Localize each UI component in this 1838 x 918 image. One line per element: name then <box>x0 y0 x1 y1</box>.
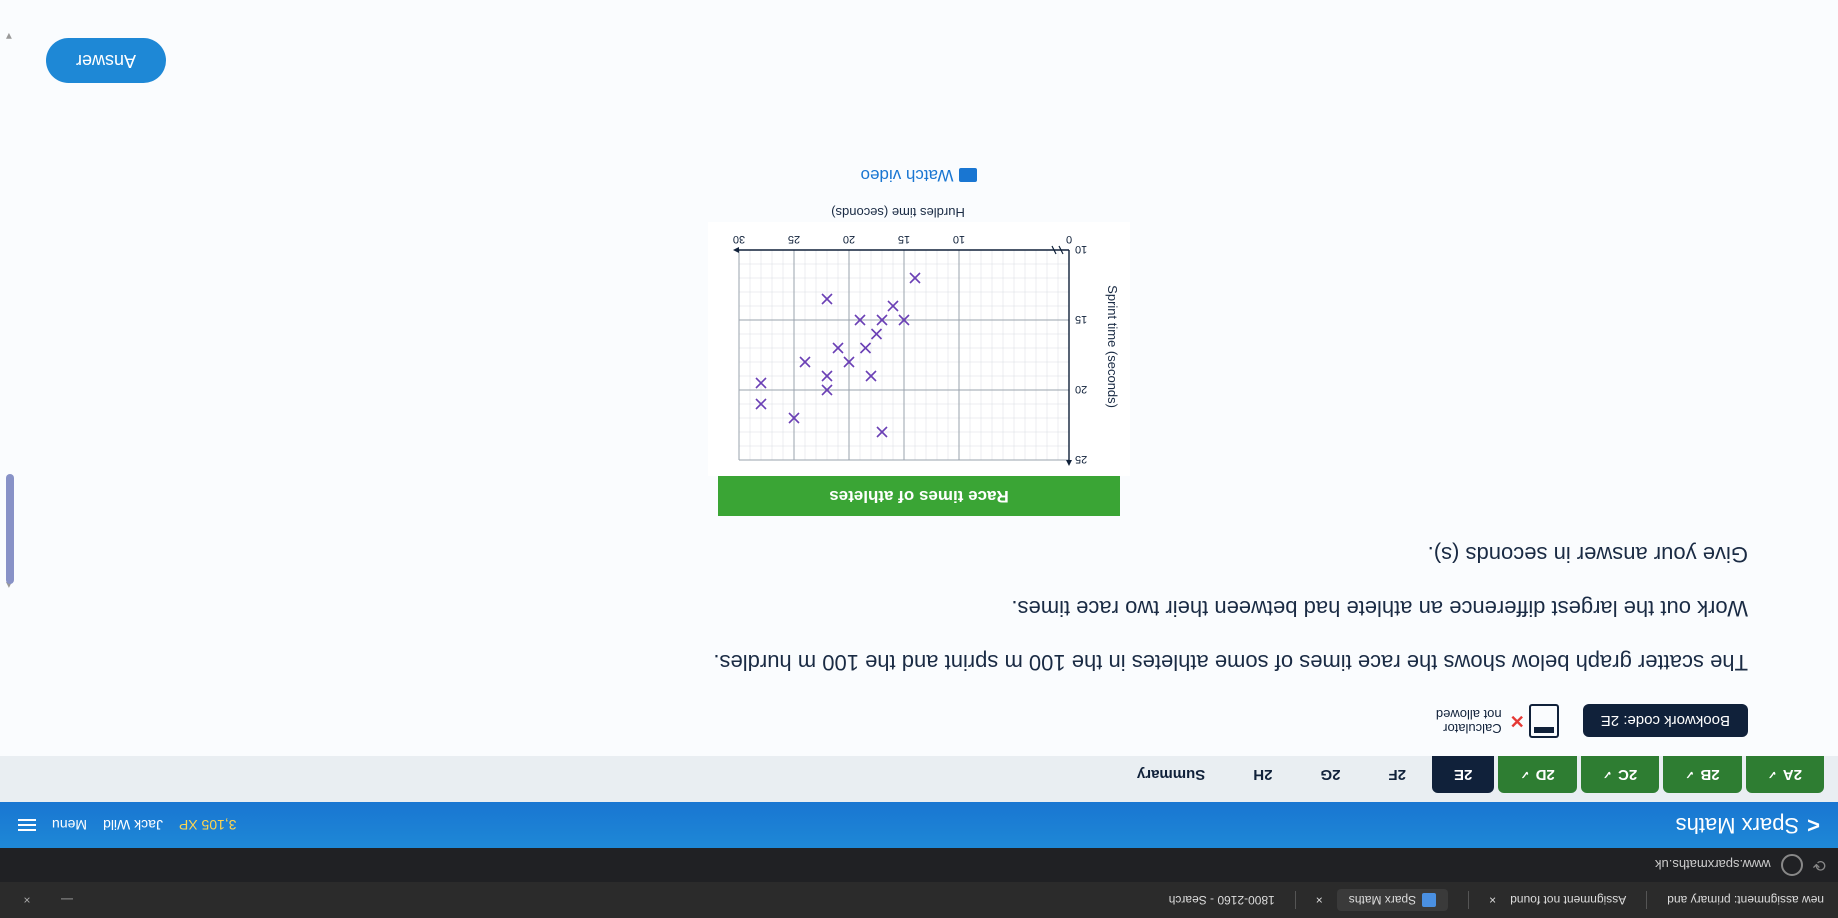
tab-summary[interactable]: Summary <box>1115 756 1227 793</box>
scroll-down-icon[interactable]: ▼ <box>4 30 14 41</box>
svg-text:20: 20 <box>843 233 855 245</box>
check-icon: ✓ <box>1685 768 1694 781</box>
close-tab[interactable]: × <box>1316 893 1323 907</box>
chart-title: Race times of athletes <box>718 476 1120 516</box>
svg-text:15: 15 <box>898 233 910 245</box>
svg-text:0: 0 <box>1066 233 1072 245</box>
svg-text:15: 15 <box>1075 313 1087 325</box>
watch-video-button[interactable]: Watch video <box>718 165 1120 185</box>
browser-tab-active[interactable]: Sparx Maths <box>1337 889 1448 911</box>
tab-2a[interactable]: 2A✓ <box>1746 756 1824 793</box>
xp-value: 3,105 XP <box>179 817 237 833</box>
reload-icon[interactable]: ⟳ <box>1813 855 1826 875</box>
svg-text:25: 25 <box>788 233 800 245</box>
search-label: 1800-2160 - Search <box>1169 893 1275 907</box>
menu-label[interactable]: Menu <box>52 817 87 833</box>
check-icon: ✓ <box>1603 768 1612 781</box>
url-text[interactable]: www.sparxmaths.uk <box>1451 858 1771 873</box>
svg-text:30: 30 <box>733 233 745 245</box>
user-name: Jack Wild <box>103 817 163 833</box>
notfound-label: Assignment not found <box>1510 893 1626 907</box>
calculator-status: ✕ Calculatornot allowed <box>1436 704 1559 738</box>
tab-2e[interactable]: 2E <box>1432 756 1494 793</box>
browser-addressbar: ⟳ www.sparxmaths.uk <box>0 848 1838 882</box>
os-taskbar: new assignment: primary and Assignment n… <box>0 882 1838 918</box>
svg-text:10: 10 <box>953 233 965 245</box>
tab-2f[interactable]: 2F <box>1367 756 1429 793</box>
tab-2c[interactable]: 2C✓ <box>1581 756 1659 793</box>
tab-title: Sparx Maths <box>1349 893 1416 907</box>
app-header: < Sparx Maths 3,105 XP Jack Wild Menu <box>0 802 1838 848</box>
check-icon: ✓ <box>1768 768 1777 781</box>
tab-2g[interactable]: 2G <box>1298 756 1362 793</box>
calculator-icon <box>1529 704 1559 738</box>
question-text: The scatter graph below shows the race t… <box>468 538 1748 678</box>
not-allowed-icon: ✕ <box>1510 711 1525 732</box>
back-icon[interactable]: < <box>1807 812 1820 838</box>
svg-text:25: 25 <box>1075 453 1087 465</box>
bookwork-code: Bookwork code: 2E <box>1583 705 1748 738</box>
scrollbar-thumb[interactable] <box>6 474 14 584</box>
tab-2h[interactable]: 2H <box>1231 756 1294 793</box>
question-tabs: 2A✓ 2B✓ 2C✓ 2D✓ 2E 2F 2G 2H Summary <box>0 756 1838 802</box>
sparx-favicon-icon <box>1422 893 1436 907</box>
check-icon: ✓ <box>1520 768 1529 781</box>
chart-ylabel: Sprint time (seconds) <box>1105 285 1120 408</box>
minimize-icon[interactable]: — <box>54 893 80 907</box>
assign-label: new assignment: primary and <box>1667 893 1824 907</box>
scatter-chart: Race times of athletes Sprint time (seco… <box>90 165 1748 516</box>
svg-text:10: 10 <box>1075 243 1087 255</box>
chart-plot: 0101520253010152025 <box>731 226 1101 466</box>
tab-2d[interactable]: 2D✓ <box>1498 756 1576 793</box>
tab-2b[interactable]: 2B✓ <box>1663 756 1741 793</box>
hamburger-icon[interactable] <box>18 819 36 831</box>
close-notfound[interactable]: × <box>1489 893 1496 907</box>
chart-xlabel: Hurdles time (seconds) <box>718 205 1120 220</box>
video-icon <box>959 168 977 182</box>
answer-button[interactable]: Answer <box>46 38 166 83</box>
question-page: Bookwork code: 2E ✕ Calculatornot allowe… <box>0 0 1838 756</box>
app-title: Sparx Maths <box>1676 812 1800 838</box>
close-icon[interactable]: × <box>14 893 40 907</box>
profile-icon[interactable] <box>1781 854 1803 876</box>
svg-text:20: 20 <box>1075 383 1087 395</box>
